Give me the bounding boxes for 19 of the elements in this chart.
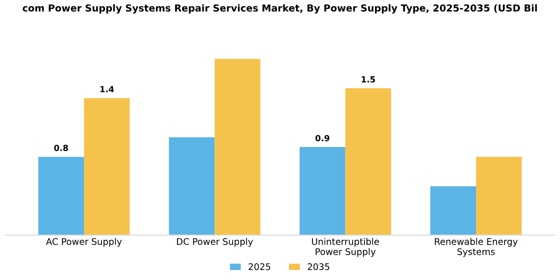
bar xyxy=(168,137,215,236)
bar xyxy=(345,88,392,236)
bar xyxy=(214,58,260,236)
x-tick-label: Uninterruptible Power Supply xyxy=(312,238,379,257)
data-label: 0.8 xyxy=(54,144,68,152)
legend-label: 2025 xyxy=(248,263,270,270)
x-tick-label: DC Power Supply xyxy=(177,238,253,247)
x-tick-label: Renewable Energy Systems xyxy=(434,238,518,257)
bar xyxy=(38,156,84,236)
bar xyxy=(84,98,130,236)
bar xyxy=(300,147,346,236)
data-label: 1.4 xyxy=(100,86,114,92)
chart-title: com Power Supply Systems Repair Services Market, By Power Supply Type, 2025-2035 (USD Bil xyxy=(22,4,537,14)
data-label: 0.9 xyxy=(315,134,330,142)
bar xyxy=(430,186,476,236)
x-tick-label: AC Power Supply xyxy=(46,238,122,247)
legend-label: 2035 xyxy=(308,263,330,270)
bar xyxy=(476,156,522,236)
data-label: 1.5 xyxy=(362,76,375,83)
